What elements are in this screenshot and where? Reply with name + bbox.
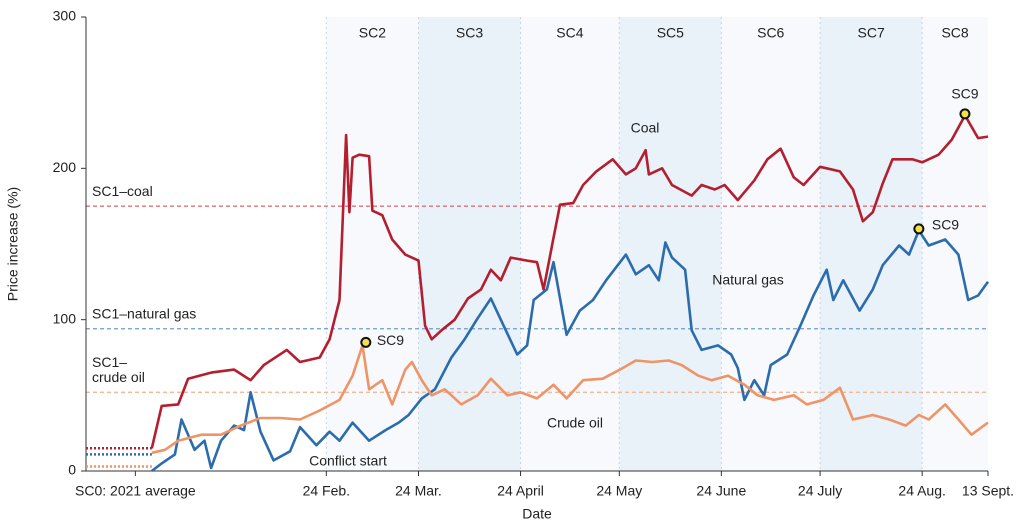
y-tick-label: 300 (53, 8, 77, 24)
sc9-marker (959, 108, 971, 120)
scenario-label: SC6 (757, 25, 784, 41)
x-tick-label: 24 Feb. (303, 483, 350, 499)
series-line (151, 229, 990, 473)
series-line (150, 114, 989, 449)
scenario-label: SC3 (456, 25, 483, 41)
reference-label: SC1–coal (92, 183, 153, 199)
annotation: Natural gas (712, 272, 784, 288)
y-tick-label: 200 (53, 159, 77, 175)
series-line (151, 344, 989, 455)
x-tick-label: 24 June (696, 483, 746, 499)
y-tick-label: 0 (68, 462, 76, 478)
scenario-label: SC8 (941, 25, 968, 41)
x-axis-label: Date (522, 506, 552, 522)
scenario-label: SC4 (556, 25, 583, 41)
x-tick-label: 13 Sept. (962, 483, 1014, 499)
annotation: Crude oil (547, 415, 603, 431)
sc9-label: SC9 (377, 332, 404, 348)
x-tick-label: 24 July (798, 483, 842, 499)
reference-label: SC1–natural gas (92, 305, 196, 321)
y-tick-label: 100 (53, 310, 77, 326)
x-tick-label: SC0: 2021 average (75, 483, 196, 499)
reference-label: crude oil (92, 369, 145, 385)
scenario-band (721, 17, 821, 471)
scenario-band (418, 17, 521, 471)
scenario-label: SC2 (359, 25, 386, 41)
annotation: Coal (631, 120, 660, 136)
scenario-band (520, 17, 620, 471)
x-tick-label: 24 May (596, 483, 642, 499)
scenario-label: SC5 (657, 25, 684, 41)
annotation: Conflict start (309, 453, 387, 469)
scenario-band (820, 17, 923, 471)
scenario-label: SC7 (858, 25, 885, 41)
scenario-band (619, 17, 722, 471)
x-tick-label: 24 April (497, 483, 544, 499)
x-tick-label: 24 Aug. (898, 483, 946, 499)
sc9-marker (913, 223, 925, 235)
scenario-band (326, 17, 419, 471)
sc9-label: SC9 (951, 86, 978, 102)
y-axis-label: Price increase (%) (5, 187, 21, 301)
sc9-marker (360, 336, 372, 348)
sc9-label: SC9 (932, 217, 959, 233)
x-tick-label: 24 Mar. (395, 483, 442, 499)
reference-label: SC1– (92, 354, 127, 370)
